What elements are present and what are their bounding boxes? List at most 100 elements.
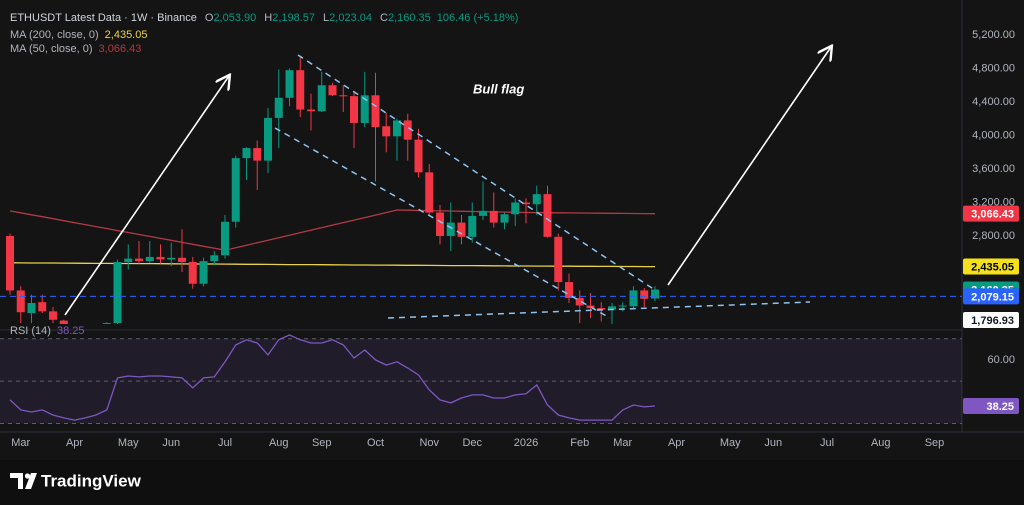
symbol-title: ETHUSDT Latest Data · 1W · Binance: [10, 12, 197, 24]
logo-icon: [10, 473, 37, 489]
y-tick-label: 3,600.00: [972, 163, 1015, 175]
x-tick-label: Mar: [11, 437, 30, 449]
candle-body: [360, 95, 369, 123]
y-tick-label: 60.00: [987, 354, 1015, 366]
x-tick-label: Sep: [312, 437, 332, 449]
legend-value: 3,066.43: [99, 43, 142, 55]
x-tick-label: Sep: [925, 437, 945, 449]
rsi-line: [9, 334, 656, 421]
x-tick-label: May: [118, 437, 139, 449]
x-tick-label: Dec: [462, 437, 482, 449]
y-tick-label: 3,200.00: [972, 196, 1015, 208]
candle-body: [629, 290, 638, 307]
legend-row: ETHUSDT Latest Data · 1W · Binance O2,053…: [10, 12, 518, 24]
logo-dot: [24, 473, 31, 479]
y-tick-label: 4,800.00: [972, 62, 1015, 74]
legend-entry: MA (200, close, 0) 2,435.05: [10, 29, 147, 41]
rsi-pane: [0, 334, 962, 424]
candle-body: [403, 120, 412, 140]
candle-body: [457, 222, 466, 237]
candle-body: [167, 257, 176, 260]
candle-body: [221, 221, 229, 256]
price-label: 2,079.15: [971, 291, 1014, 303]
ohlc-label: H: [264, 12, 272, 24]
candle-body: [339, 95, 348, 97]
x-tick-label: Mar: [613, 437, 632, 449]
flag-lower-line: [274, 127, 611, 319]
candle-body: [511, 202, 520, 215]
candle-body: [597, 308, 606, 310]
x-tick-label: Jun: [162, 437, 180, 449]
axes: 5,200.00 4,800.00 4,400.00 4,000.00 3,600.00…: [0, 29, 1019, 449]
candle-body: [522, 202, 530, 205]
candle-body: [307, 109, 315, 112]
candle-body: [102, 323, 111, 324]
candle-body: [425, 172, 434, 213]
legend-value: 38.25: [57, 325, 85, 337]
x-tick-label: Aug: [269, 437, 289, 449]
legend-value: 2,435.05: [105, 29, 148, 41]
candle-body: [135, 258, 143, 262]
ohlc-label: C: [380, 12, 388, 24]
x-tick-label: Feb: [570, 437, 589, 449]
candle-body: [393, 120, 401, 137]
x-tick-label: Oct: [367, 437, 384, 449]
y-tick-label: 4,000.00: [972, 129, 1015, 141]
candle-body: [500, 214, 509, 223]
legend-name: MA (50, close, 0): [10, 43, 93, 55]
arrow: [667, 47, 831, 286]
candle-body: [608, 306, 616, 310]
candle-body: [436, 212, 444, 236]
candle-body: [156, 256, 165, 260]
y-tick-label: 5,200.00: [972, 29, 1015, 41]
candle-body: [178, 257, 186, 262]
candle-body: [350, 96, 358, 123]
ohlc-value: 2,160.35: [388, 12, 431, 24]
candle-body: [532, 194, 541, 205]
price-label-box: [963, 311, 1019, 328]
candle-body: [188, 261, 197, 284]
candle-body: [586, 305, 595, 309]
price-label-box: [963, 397, 1019, 414]
flag-upper-line: [297, 54, 656, 291]
candle-body: [414, 139, 423, 173]
x-tick-label: Jul: [820, 437, 834, 449]
annotation: Bull flag: [473, 81, 524, 96]
candle-body: [49, 311, 57, 320]
candle-body: [543, 194, 552, 237]
candle-body: [199, 261, 208, 284]
candle-body: [371, 95, 380, 128]
candle-body: [210, 255, 219, 262]
ohlc-label: L: [323, 12, 329, 24]
candle-body: [264, 117, 272, 161]
price-label-box: [963, 258, 1019, 275]
y-tick-label: 4,400.00: [972, 96, 1015, 108]
candle-body: [6, 235, 14, 291]
legend-name: RSI (14): [10, 325, 51, 337]
price-label: 38.25: [986, 401, 1014, 413]
price-label: 1,796.93: [971, 315, 1014, 327]
candle-body: [38, 302, 47, 312]
price-label: 3,066.43: [971, 209, 1014, 221]
candle-body: [124, 258, 133, 262]
footer-background: [0, 460, 1024, 505]
support-line: [387, 301, 811, 319]
candle-body: [468, 215, 477, 237]
x-tick-label: Aug: [871, 437, 891, 449]
candle-body: [565, 282, 573, 298]
x-tick-label: Apr: [668, 437, 685, 449]
x-tick-label: May: [720, 437, 741, 449]
x-tick-label: Jun: [764, 437, 782, 449]
candle-body: [27, 302, 36, 314]
x-tick-label: Apr: [66, 437, 83, 449]
candle-body: [554, 236, 563, 283]
x-tick-label: Nov: [419, 437, 439, 449]
candle-body: [59, 320, 68, 324]
y-tick-label: 2,800.00: [972, 230, 1015, 242]
x-tick-label: 2026: [514, 437, 538, 449]
candle-body: [242, 148, 251, 159]
legend-entry: MA (50, close, 0) 3,066.43: [10, 43, 141, 55]
candle-body: [328, 85, 337, 96]
